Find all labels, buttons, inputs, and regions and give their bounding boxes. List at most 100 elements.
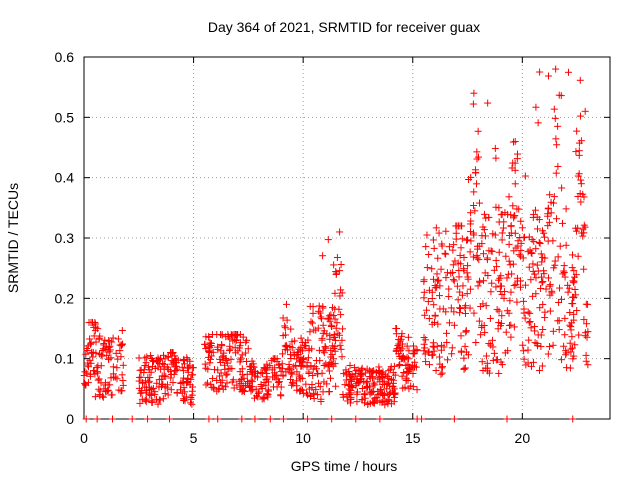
data-point xyxy=(503,415,511,423)
data-point xyxy=(507,288,515,296)
data-point xyxy=(206,339,214,347)
y-tick-label: 0.6 xyxy=(55,49,75,65)
data-point xyxy=(180,355,188,363)
data-point xyxy=(554,162,562,170)
data-point xyxy=(389,383,397,391)
data-point xyxy=(303,359,311,367)
data-point xyxy=(503,274,511,282)
data-point xyxy=(166,367,174,375)
data-point xyxy=(330,311,338,319)
data-point xyxy=(550,105,558,113)
data-point xyxy=(436,305,444,313)
data-point xyxy=(482,302,490,310)
data-point xyxy=(347,377,355,385)
data-point xyxy=(251,367,259,375)
data-point xyxy=(479,300,487,308)
data-point xyxy=(533,225,541,233)
data-point xyxy=(148,362,156,370)
data-point xyxy=(150,357,158,365)
data-point xyxy=(505,257,513,265)
data-point xyxy=(95,375,103,383)
data-point xyxy=(506,261,514,269)
x-axis-label: GPS time / hours xyxy=(291,458,398,474)
data-point xyxy=(209,375,217,383)
data-point xyxy=(163,381,171,389)
data-point xyxy=(186,399,194,407)
data-point xyxy=(570,267,578,275)
data-point xyxy=(568,251,576,259)
data-point xyxy=(474,282,482,290)
data-points xyxy=(80,65,592,423)
data-point xyxy=(450,277,458,285)
data-point xyxy=(201,360,209,368)
data-point xyxy=(164,353,172,361)
data-point xyxy=(264,378,272,386)
data-point xyxy=(138,389,146,397)
data-point xyxy=(369,381,377,389)
data-point xyxy=(279,314,287,322)
data-point xyxy=(326,359,334,367)
data-point xyxy=(189,383,197,391)
data-point xyxy=(458,291,466,299)
data-point xyxy=(384,400,392,408)
data-point xyxy=(524,248,532,256)
data-point xyxy=(528,236,536,244)
data-point xyxy=(540,270,548,278)
data-point xyxy=(478,232,486,240)
data-point xyxy=(287,369,295,377)
data-point xyxy=(460,253,468,261)
data-point xyxy=(558,219,566,227)
data-point xyxy=(352,382,360,390)
data-point xyxy=(365,367,373,375)
data-point xyxy=(216,355,224,363)
data-point xyxy=(350,364,358,372)
data-point xyxy=(322,344,330,352)
data-point xyxy=(281,322,289,330)
data-point xyxy=(391,389,399,397)
data-point xyxy=(580,193,588,201)
data-point xyxy=(485,339,493,347)
data-point xyxy=(472,169,480,177)
data-point xyxy=(507,333,515,341)
data-point xyxy=(420,347,428,355)
data-point xyxy=(141,362,149,370)
data-point xyxy=(155,383,163,391)
data-point xyxy=(470,201,478,209)
data-point xyxy=(358,396,366,404)
data-point xyxy=(170,370,178,378)
data-point xyxy=(488,336,496,344)
data-point xyxy=(309,309,317,317)
data-point xyxy=(315,302,323,310)
data-point xyxy=(493,356,501,364)
data-point xyxy=(425,314,433,322)
data-point xyxy=(400,369,408,377)
data-point xyxy=(288,379,296,387)
data-point xyxy=(317,313,325,321)
data-point xyxy=(114,335,122,343)
data-point xyxy=(430,301,438,309)
data-point xyxy=(336,341,344,349)
data-point xyxy=(537,331,545,339)
data-point xyxy=(277,391,285,399)
data-point xyxy=(99,393,107,401)
data-point xyxy=(302,380,310,388)
data-point xyxy=(268,366,276,374)
data-point xyxy=(497,272,505,280)
data-point xyxy=(382,371,390,379)
data-point xyxy=(314,379,322,387)
data-point xyxy=(466,304,474,312)
data-point xyxy=(339,325,347,333)
data-point xyxy=(566,364,574,372)
data-point xyxy=(396,337,404,345)
data-point xyxy=(352,367,360,375)
data-point xyxy=(118,371,126,379)
data-point xyxy=(467,237,475,245)
data-point xyxy=(398,330,406,338)
data-point xyxy=(455,273,463,281)
data-point xyxy=(461,342,469,350)
data-point xyxy=(470,229,478,237)
data-point xyxy=(238,415,246,423)
data-point xyxy=(529,213,537,221)
data-point xyxy=(336,228,344,236)
data-point xyxy=(223,370,231,378)
